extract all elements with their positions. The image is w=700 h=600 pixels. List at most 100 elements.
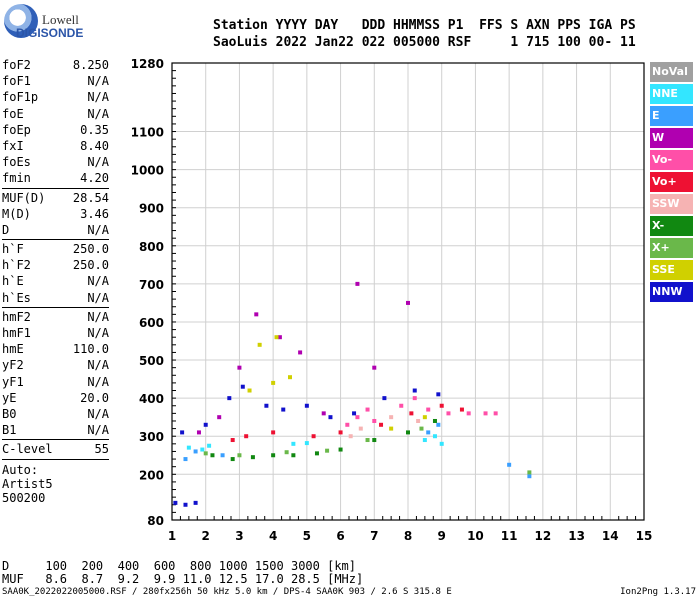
parameter-panel: foF2 8.250 foF1 N/A foF1p N/A foE N/A foEp 0.35 fx… xyxy=(2,57,109,461)
auto-label: Auto: xyxy=(2,463,39,477)
echo-point-vo- xyxy=(379,422,384,427)
y-tick-label: 80 xyxy=(147,514,164,528)
param-name: h`F xyxy=(2,242,24,257)
echo-point-w xyxy=(277,335,282,340)
param-row: yF1 N/A xyxy=(2,374,109,390)
param-row: hmE 110.0 xyxy=(2,341,109,357)
logo-brand-lowell: Lowell xyxy=(42,12,79,27)
echo-point-vo- xyxy=(466,411,471,416)
x-tick-label: 7 xyxy=(370,529,378,543)
echo-point-x- xyxy=(291,453,296,458)
param-name: foF1p xyxy=(2,90,39,105)
param-value: N/A xyxy=(87,274,109,289)
param-row: D N/A xyxy=(2,222,109,238)
param-value: N/A xyxy=(87,358,109,373)
echo-point-nnw xyxy=(173,500,178,505)
echo-point-sse xyxy=(422,415,427,420)
echo-point-vo- xyxy=(338,430,343,435)
echo-point-vo- xyxy=(365,407,370,412)
param-name: h`Es xyxy=(2,290,31,305)
param-row: foF2 8.250 xyxy=(2,57,109,73)
echo-point-vo- xyxy=(372,418,377,423)
echo-point-nne xyxy=(207,443,212,448)
echo-point-sse xyxy=(271,380,276,385)
legend-item-nne: NNE xyxy=(650,84,693,104)
echo-point-x- xyxy=(406,430,410,435)
x-tick-label: 12 xyxy=(535,529,552,543)
x-tick-label: 4 xyxy=(269,529,277,543)
y-tick-label: 400 xyxy=(139,392,164,406)
legend-item-vo-: Vo- xyxy=(650,150,693,170)
param-name: foEs xyxy=(2,155,31,170)
echo-point-nnw xyxy=(264,403,269,408)
echo-point-vo- xyxy=(355,415,360,420)
param-value: 28.54 xyxy=(72,190,109,205)
echo-point-ssw xyxy=(348,434,353,439)
param-row: foF1 N/A xyxy=(2,73,109,89)
x-tick-label: 13 xyxy=(568,529,585,543)
param-value: 4.20 xyxy=(80,171,109,186)
param-row: yE 20.0 xyxy=(2,390,109,406)
param-row: h`F2 250.0 xyxy=(2,257,109,273)
echo-point-x- xyxy=(230,457,235,462)
echo-point-x- xyxy=(419,426,424,431)
echo-point-x- xyxy=(314,451,319,456)
echo-point-ssw xyxy=(358,426,363,431)
echo-point-x- xyxy=(271,453,276,458)
echo-point-vo- xyxy=(439,403,444,408)
param-name: yE xyxy=(2,390,17,405)
y-tick-label: 700 xyxy=(139,278,164,292)
y-tick-label: 300 xyxy=(139,430,164,444)
legend-item-ssw: SSW xyxy=(650,194,693,214)
param-value: 3.46 xyxy=(80,206,109,221)
param-row: fmin 4.20 xyxy=(2,170,109,186)
y-tick-label: 1280 xyxy=(131,57,164,71)
param-name: foE xyxy=(2,106,24,121)
param-name: foF2 xyxy=(2,58,31,72)
echo-point-nnw xyxy=(240,384,245,389)
legend-item-w: W xyxy=(650,128,693,148)
echo-point-e xyxy=(507,462,512,467)
x-tick-label: 14 xyxy=(602,529,619,543)
echo-point-e xyxy=(183,457,188,462)
echo-point-nne xyxy=(439,441,444,446)
echo-point-nnw xyxy=(193,500,198,505)
param-row: foEs N/A xyxy=(2,154,109,170)
param-name: h`E xyxy=(2,274,24,289)
param-value: N/A xyxy=(87,155,109,170)
echo-point-vo- xyxy=(412,396,417,401)
echo-point-w xyxy=(406,300,410,305)
param-value: N/A xyxy=(87,309,109,324)
echo-point-nnw xyxy=(382,396,387,401)
y-tick-label: 200 xyxy=(139,468,164,482)
param-value: 55 xyxy=(94,442,109,457)
echo-point-x- xyxy=(338,447,343,452)
logo-emblem-icon xyxy=(4,4,38,38)
echo-point-sse xyxy=(247,388,252,393)
param-name: h`F2 xyxy=(2,258,31,273)
legend-item-vo-: Vo+ xyxy=(650,172,693,192)
echo-point-vo- xyxy=(409,411,414,416)
echo-point-w xyxy=(372,365,377,370)
echo-point-w xyxy=(217,415,222,420)
y-tick-label: 800 xyxy=(139,240,164,254)
param-name: yF2 xyxy=(2,358,24,373)
echo-point-vo- xyxy=(459,407,464,412)
y-tick-label: 900 xyxy=(139,202,164,216)
param-name: yF1 xyxy=(2,374,24,389)
param-value: N/A xyxy=(87,290,109,305)
param-value: N/A xyxy=(87,326,109,340)
param-value: N/A xyxy=(87,423,109,438)
echo-point-x- xyxy=(284,450,289,455)
echo-point-w xyxy=(237,365,242,370)
param-row: h`Es N/A xyxy=(2,290,109,306)
polarization-legend: NoVal NNE E W Vo- Vo+ SSW X- X+ SSE NNW xyxy=(650,62,693,304)
echo-point-sse xyxy=(389,426,394,431)
echo-point-x- xyxy=(527,470,532,475)
echo-point-vo- xyxy=(483,411,488,416)
param-value: 0.35 xyxy=(80,122,109,137)
param-row: M(D) 3.46 xyxy=(2,206,109,222)
echo-point-vo- xyxy=(271,430,276,435)
x-tick-label: 8 xyxy=(404,529,412,543)
